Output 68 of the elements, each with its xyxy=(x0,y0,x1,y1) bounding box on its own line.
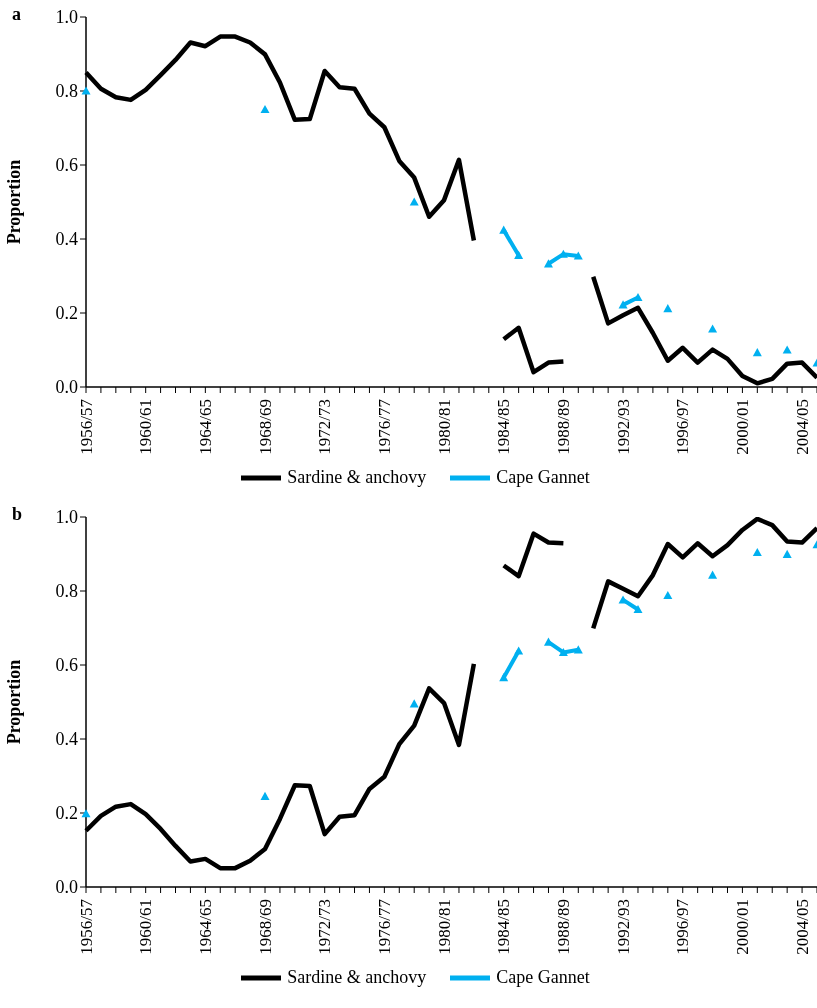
y-axis-title: Proportion xyxy=(4,159,25,245)
y-tick-label: 0.0 xyxy=(55,877,78,898)
y-tick-label: 0.2 xyxy=(55,303,78,324)
x-tick-label: 1968/69 xyxy=(255,899,275,955)
x-tick-label: 1984/85 xyxy=(494,399,514,455)
x-tick-label: 1992/93 xyxy=(613,899,633,955)
point xyxy=(260,791,270,800)
x-tick-label: 2000/01 xyxy=(732,399,752,455)
point xyxy=(782,345,792,354)
point xyxy=(514,646,524,655)
x-tick-label: 1956/57 xyxy=(76,898,96,955)
y-tick-label: 0.0 xyxy=(55,377,78,398)
legend-label: Cape Gannet xyxy=(496,467,590,488)
y-tick-label: 0.6 xyxy=(55,155,78,176)
x-tick-label: 1988/89 xyxy=(553,399,573,455)
point xyxy=(708,570,718,579)
chart-title: b xyxy=(12,504,23,525)
y-tick-label: 0.6 xyxy=(55,655,78,676)
x-tick-label: 1964/65 xyxy=(195,899,215,955)
y-tick-label: 0.2 xyxy=(55,803,78,824)
point xyxy=(409,197,419,206)
x-tick-label: 1976/77 xyxy=(374,398,394,455)
y-axis-title: Proportion xyxy=(4,659,25,745)
x-tick-label: 1956/57 xyxy=(76,398,96,455)
point xyxy=(573,645,583,654)
legend-label: Sardine & anchovy xyxy=(287,467,427,488)
x-tick-label: 1972/73 xyxy=(315,399,335,455)
x-tick-label: 1996/97 xyxy=(673,398,693,455)
point xyxy=(499,673,509,682)
point xyxy=(81,86,91,95)
point xyxy=(708,324,718,333)
x-tick-label: 1964/65 xyxy=(195,399,215,455)
point xyxy=(409,699,419,708)
point xyxy=(260,105,270,114)
point xyxy=(782,549,792,558)
point xyxy=(752,548,762,557)
x-tick-label: 1988/89 xyxy=(553,899,573,955)
x-tick-label: 1992/93 xyxy=(613,399,633,455)
point xyxy=(558,647,568,657)
y-tick-label: 1.0 xyxy=(55,7,78,28)
x-tick-label: 1976/77 xyxy=(374,898,394,955)
x-tick-label: 2000/01 xyxy=(732,899,752,955)
x-tick-label: 1972/73 xyxy=(315,899,335,955)
point xyxy=(543,259,553,268)
y-tick-label: 1.0 xyxy=(55,507,78,528)
x-tick-label: 2004/05 xyxy=(792,399,812,455)
point xyxy=(663,590,673,600)
x-tick-label: 1996/97 xyxy=(673,898,693,955)
x-tick-label: 1984/85 xyxy=(494,899,514,955)
x-tick-label: 1968/69 xyxy=(255,399,275,455)
point xyxy=(499,225,509,234)
point xyxy=(514,250,524,259)
x-tick-label: 1960/61 xyxy=(136,899,156,955)
y-tick-label: 0.8 xyxy=(55,581,78,602)
y-tick-label: 0.4 xyxy=(55,229,78,250)
y-tick-label: 0.4 xyxy=(55,729,78,750)
legend-label: Sardine & anchovy xyxy=(287,967,427,988)
point xyxy=(663,304,673,313)
point xyxy=(573,251,583,260)
legend-label: Cape Gannet xyxy=(496,967,590,988)
x-tick-label: 1980/81 xyxy=(434,899,454,955)
point xyxy=(752,348,762,357)
x-tick-label: 1980/81 xyxy=(434,399,454,455)
chart-title: a xyxy=(12,4,21,25)
x-tick-label: 2004/05 xyxy=(792,899,812,955)
y-tick-label: 0.8 xyxy=(55,81,78,102)
x-tick-label: 1960/61 xyxy=(136,399,156,455)
point xyxy=(633,605,643,614)
